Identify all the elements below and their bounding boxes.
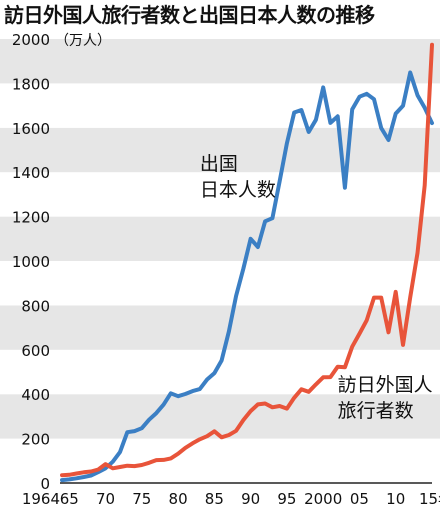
grid-band	[0, 305, 440, 350]
series-label: 日本人数	[200, 179, 276, 201]
y-tick-label: 0	[40, 475, 50, 493]
grid-band	[0, 261, 440, 306]
x-tick-label: 70	[96, 490, 115, 508]
grid-band	[0, 39, 440, 84]
grid-band	[0, 394, 440, 439]
x-tick-label: 15年	[419, 490, 440, 508]
x-tick-label: 65	[60, 490, 79, 508]
series-line	[60, 70, 434, 483]
y-axis-tick-labels: 0 200 400 600 800 1000 1200 1400 1600 1800 2000	[12, 31, 50, 493]
grid-band	[0, 349, 440, 395]
y-tick-label: 200	[21, 431, 50, 449]
y-tick-label: 1600	[12, 120, 50, 138]
grid-band	[0, 172, 440, 217]
y-axis-unit-label: （万人）	[55, 33, 111, 49]
y-tick-label: 400	[21, 386, 50, 404]
y-tick-label: 800	[21, 297, 50, 315]
grid-band	[0, 127, 440, 173]
chart-title: 訪日外国人旅行者数と出国日本人数の推移	[4, 3, 375, 27]
x-tick-label: 05	[350, 490, 369, 508]
x-tick-label: 10	[386, 490, 405, 508]
x-tick-label: 80	[169, 490, 188, 508]
series-label: 訪日外国人	[338, 374, 433, 396]
y-tick-label: 600	[21, 342, 50, 360]
y-tick-label: 1400	[12, 164, 50, 182]
x-tick-label: 2000	[304, 490, 342, 508]
y-tick-label: 2000	[12, 31, 50, 49]
series-label: 出国	[200, 153, 238, 175]
x-tick-label: 85	[205, 490, 224, 508]
grid-bands	[0, 39, 440, 483]
grid-band	[0, 216, 440, 261]
grid-band	[0, 83, 440, 128]
x-tick-label: 75	[132, 490, 151, 508]
y-tick-label: 1200	[12, 209, 50, 227]
x-tick-label: 95	[277, 490, 296, 508]
x-tick-label: 1964	[22, 490, 60, 508]
y-tick-label: 1000	[12, 253, 50, 271]
series-lines	[60, 42, 434, 483]
y-tick-label: 1800	[12, 75, 50, 93]
series-label: 旅行者数	[338, 400, 414, 422]
series-line	[60, 42, 434, 478]
x-tick-label: 90	[241, 490, 260, 508]
